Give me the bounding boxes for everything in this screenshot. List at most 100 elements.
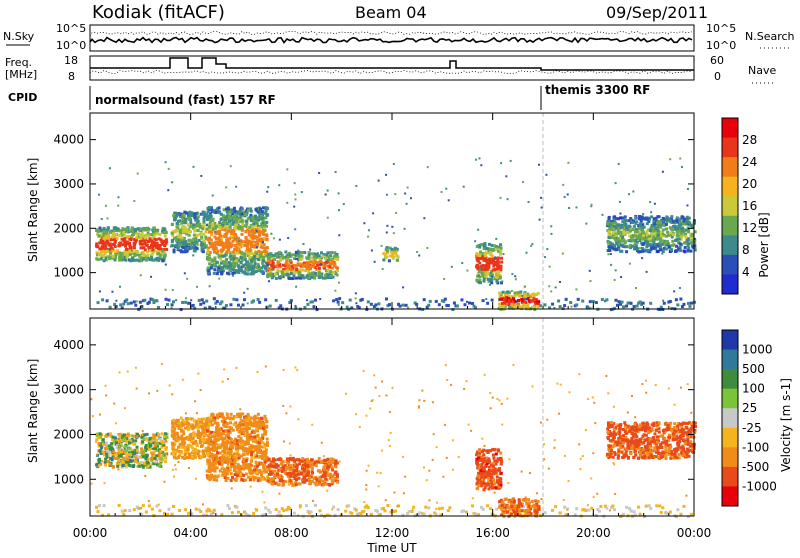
- scatter-cell: [140, 461, 143, 464]
- nsky-tick-bottom-right: 10^0: [706, 39, 736, 52]
- scatter-cell: [231, 476, 234, 479]
- scatter-cell: [257, 258, 260, 261]
- scatter-cell: [651, 238, 654, 241]
- scatter-cell: [317, 252, 319, 254]
- scatter-cell: [270, 233, 272, 235]
- scatter-cell: [564, 196, 566, 198]
- scatter-cell: [382, 268, 384, 270]
- scatter-cell: [314, 299, 317, 302]
- scatter-cell: [202, 213, 205, 216]
- scatter-cell: [678, 219, 681, 222]
- scatter-cell: [263, 415, 266, 418]
- scatter-cell: [317, 261, 320, 264]
- scatter-cell: [196, 286, 198, 288]
- scatter-cell: [131, 233, 134, 236]
- scatter-cell: [575, 507, 578, 510]
- scatter-cell: [105, 205, 107, 207]
- scatter-cell: [118, 449, 121, 452]
- scatter-cell: [186, 247, 189, 250]
- scatter-cell: [172, 419, 175, 422]
- scatter-cell: [188, 453, 191, 456]
- scatter-cell: [134, 439, 137, 442]
- scatter-cell: [383, 509, 386, 512]
- scatter-cell: [676, 233, 679, 236]
- scatter-cell: [438, 507, 441, 510]
- scatter-cell: [203, 217, 206, 220]
- scatter-cell: [334, 255, 337, 258]
- scatter-cell: [105, 435, 108, 438]
- freq-traces: [90, 58, 694, 74]
- scatter-cell: [628, 193, 630, 195]
- scatter-cell: [151, 253, 154, 256]
- scatter-cell: [610, 253, 612, 255]
- scatter-cell: [625, 250, 628, 253]
- scatter-cell: [657, 246, 659, 248]
- scatter-cell: [251, 225, 254, 228]
- scatter-cell: [635, 230, 638, 233]
- scatter-cell: [490, 272, 492, 274]
- scatter-cell: [624, 223, 627, 226]
- scatter-cell: [311, 300, 314, 303]
- scatter-cell: [460, 298, 463, 301]
- scatter-cell: [152, 242, 155, 245]
- scatter-cell: [122, 231, 125, 234]
- scatter-cell: [246, 436, 249, 439]
- scatter-cell: [201, 438, 204, 441]
- scatter-cell: [261, 478, 264, 481]
- scatter-cell: [531, 243, 533, 245]
- scatter-cell: [247, 209, 250, 212]
- scatter-cell: [214, 225, 217, 228]
- scatter-cell: [684, 236, 687, 239]
- scatter-cell: [649, 219, 651, 221]
- scatter-cell: [622, 513, 625, 516]
- scatter-cell: [211, 456, 214, 459]
- scatter-cell: [111, 291, 113, 293]
- scatter-cell: [523, 294, 526, 297]
- scatter-cell: [261, 454, 264, 457]
- scatter-cell: [528, 201, 530, 203]
- scatter-cell: [303, 251, 306, 254]
- scatter-cell: [176, 433, 179, 436]
- scatter-cell: [160, 240, 163, 243]
- scatter-cell: [179, 231, 182, 234]
- scatter-cell: [102, 450, 105, 453]
- scatter-cell: [618, 163, 620, 165]
- scatter-cell: [474, 513, 477, 516]
- scatter-cell: [386, 250, 389, 253]
- scatter-cell: [613, 508, 616, 511]
- scatter-cell: [607, 234, 610, 237]
- scatter-cell: [141, 440, 144, 443]
- scatter-cell: [463, 186, 465, 188]
- scatter-cell: [664, 242, 667, 245]
- scatter-cell: [225, 425, 228, 428]
- scatter-cell: [246, 248, 249, 251]
- scatter-cell: [273, 237, 275, 239]
- scatter-cell: [640, 229, 642, 231]
- scatter-cell: [477, 229, 479, 231]
- scatter-cell: [302, 264, 305, 267]
- scatter-cell: [255, 270, 258, 273]
- scatter-cell: [341, 301, 344, 304]
- scatter-cell: [374, 303, 377, 306]
- scatter-cell: [104, 256, 107, 259]
- scatter-cell: [249, 252, 252, 255]
- scatter-cell: [229, 452, 232, 455]
- scatter-cell: [155, 454, 158, 457]
- scatter-cell: [177, 419, 180, 422]
- scatter-cell: [262, 441, 265, 444]
- scatter-cell: [180, 417, 183, 420]
- cpid-mode-2: themis 3300 RF: [545, 83, 650, 97]
- scatter-cell: [241, 207, 244, 210]
- scatter-cell: [107, 248, 109, 250]
- scatter-cell: [279, 304, 282, 307]
- scatter-cell: [198, 299, 201, 302]
- scatter-cell: [251, 237, 254, 240]
- scatter-cell: [402, 286, 404, 288]
- scatter-cell: [129, 246, 132, 249]
- scatter-cell: [162, 441, 165, 444]
- scatter-cell: [151, 298, 154, 301]
- scatter-cell: [478, 270, 481, 273]
- scatter-cell: [625, 305, 628, 308]
- scatter-cell: [208, 423, 211, 426]
